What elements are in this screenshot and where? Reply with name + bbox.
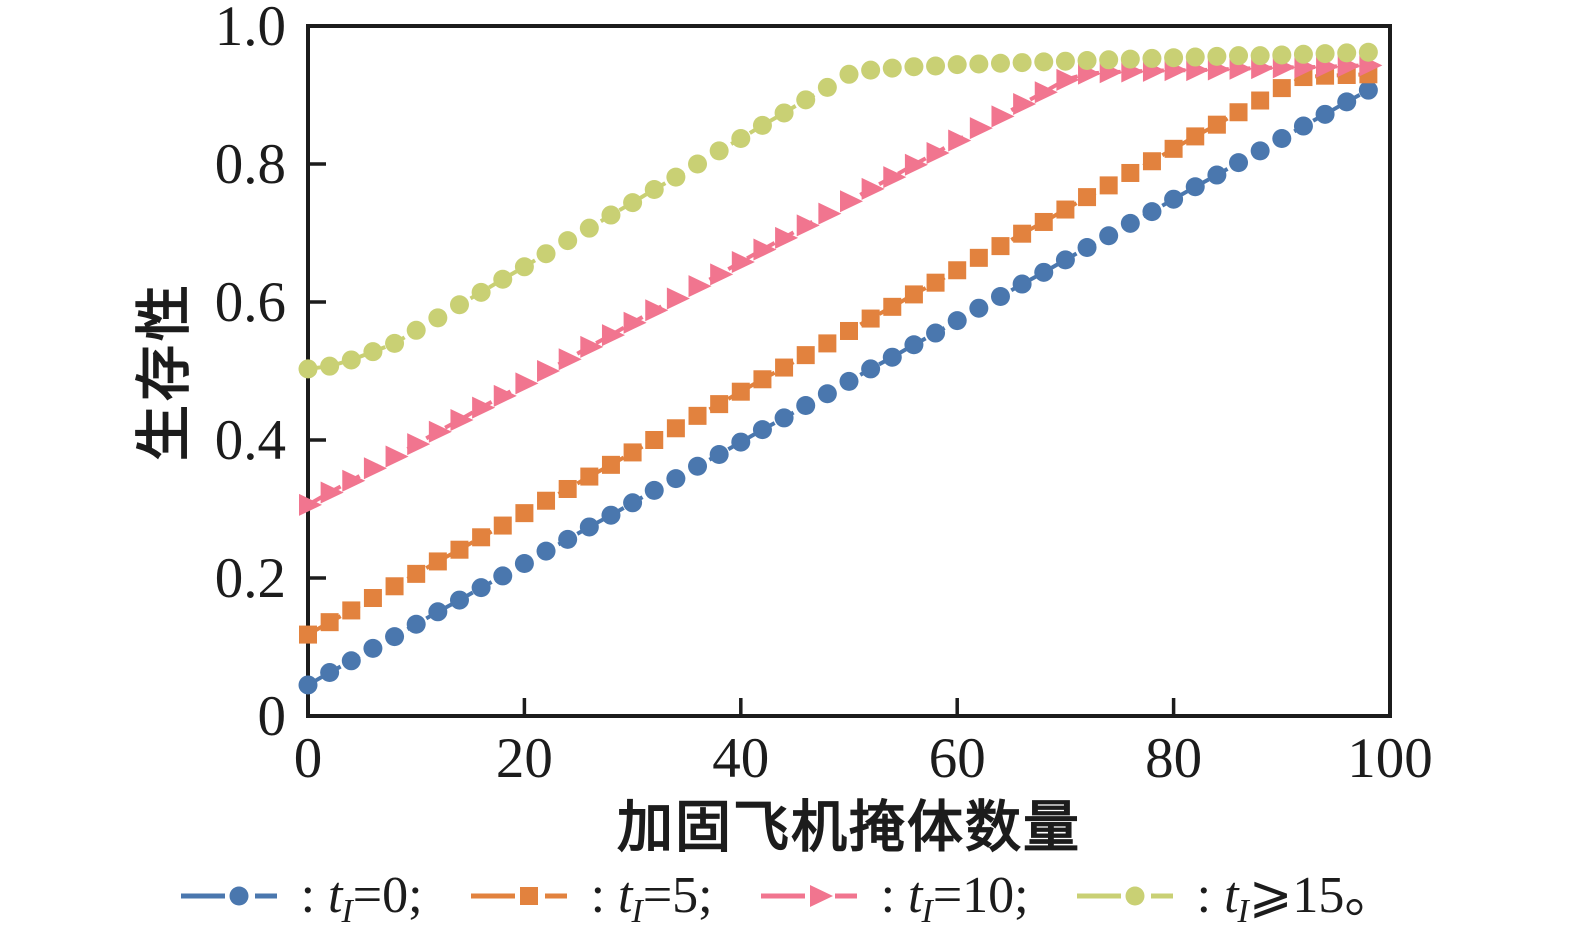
x-tick-label: 100 xyxy=(1347,727,1433,790)
legend-item-tI-10: : tI=10; xyxy=(759,867,1029,930)
y-ticks: 0 0.2 0.4 0.6 0.8 1.0 xyxy=(215,0,326,748)
legend-triangle-right-icon xyxy=(760,885,857,907)
x-tick-label: 80 xyxy=(1145,727,1202,790)
x-ticks: 0 20 40 60 80 100 xyxy=(294,698,1433,790)
y-tick-label: 0.2 xyxy=(215,547,286,610)
y-tick-label: 0 xyxy=(258,685,287,748)
x-tick-label: 0 xyxy=(294,727,323,790)
y-tick-label: 0.8 xyxy=(215,133,286,196)
legend-circle-icon xyxy=(1076,886,1173,906)
x-axis-title: 加固飞机掩体数量 xyxy=(617,797,1081,860)
series-tI-10 xyxy=(299,54,1383,516)
x-tick-label: 40 xyxy=(712,727,769,790)
legend-item-tI-ge-15: : tI⩾15。 xyxy=(1075,867,1397,930)
legend-label: : tI=10; xyxy=(880,867,1029,930)
x-tick-label: 20 xyxy=(496,727,553,790)
y-tick-label: 0.4 xyxy=(215,409,286,472)
y-tick-label: 1.0 xyxy=(215,0,286,58)
legend-label: : tI=5; xyxy=(590,867,713,930)
legend-square-icon xyxy=(470,887,567,905)
legend-circle-icon xyxy=(180,886,277,906)
legend-label: : tI⩾15。 xyxy=(1196,867,1397,930)
legend-item-tI-5: : tI=5; xyxy=(469,867,713,930)
series-tI-ge-15 xyxy=(298,42,1378,379)
y-tick-label: 0.6 xyxy=(215,271,286,334)
y-axis-title: 生存性 xyxy=(134,281,197,461)
legend: : tI=0; : tI=5; : tI=10; : tI⩾15。 xyxy=(0,858,1575,934)
series-tI-0 xyxy=(298,80,1378,695)
series-tI-5 xyxy=(299,65,1378,644)
x-tick-label: 60 xyxy=(929,727,986,790)
plot-frame xyxy=(306,24,1392,718)
legend-item-tI-0: : tI=0; xyxy=(179,867,423,930)
legend-label: : tI=0; xyxy=(300,867,423,930)
